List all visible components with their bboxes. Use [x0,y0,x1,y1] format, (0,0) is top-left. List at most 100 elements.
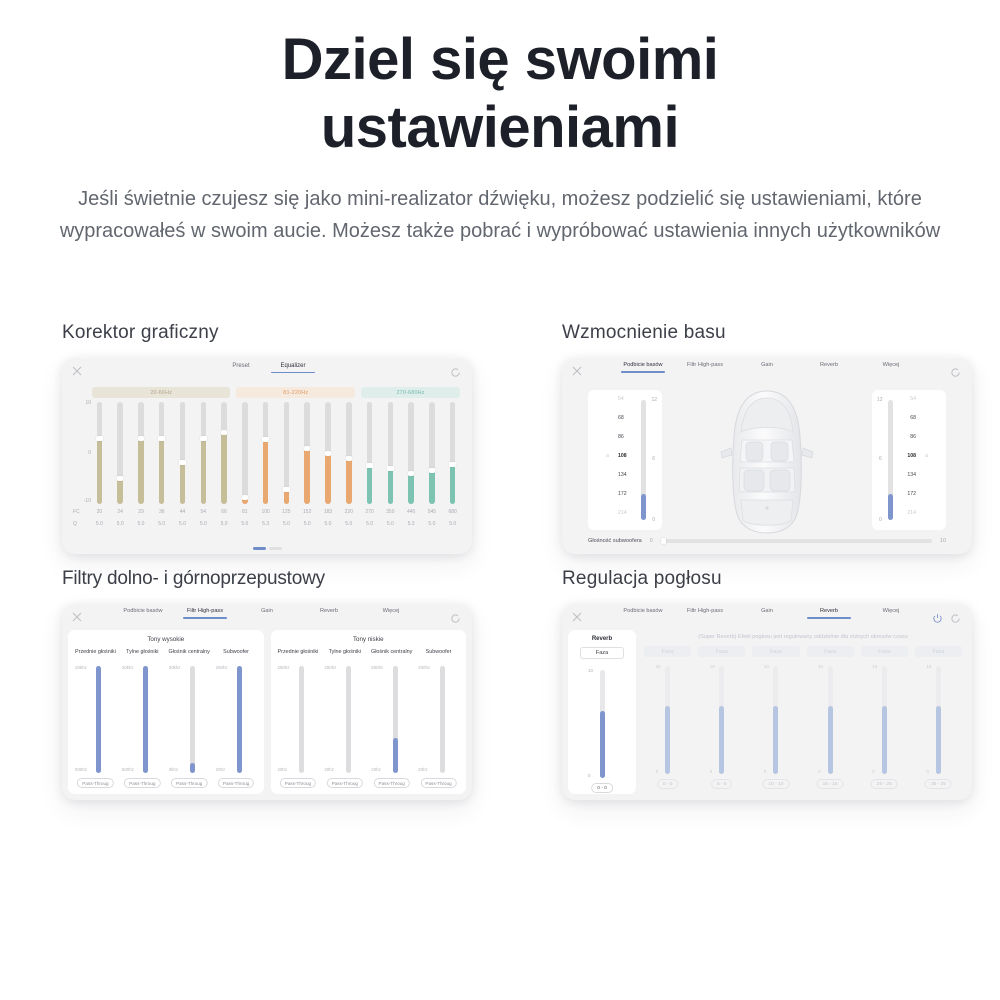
reverb-column-value[interactable]: 0 - 0 [656,779,679,789]
close-icon[interactable] [572,612,582,622]
reverb-column-value[interactable]: 10 - 10 [762,779,790,789]
equalizer-slider-knob[interactable] [262,437,269,443]
filter-channel-track[interactable] [190,666,196,773]
equalizer-slider[interactable] [134,402,149,504]
bass-frequency-option[interactable]: 214 [618,510,627,516]
equalizer-slider[interactable] [196,402,211,504]
equalizer-slider[interactable] [362,402,377,504]
filter-channel-mode[interactable]: Pass-Throug [217,778,255,788]
bass-frequency-option[interactable]: 134 [907,472,916,478]
bass-frequency-option[interactable]: 214 [907,510,916,516]
filter-channel-track[interactable] [298,666,304,773]
tab-reverb[interactable]: Reverb [819,362,839,368]
equalizer-slider[interactable] [321,402,336,504]
reverb-phase-chip[interactable]: Faza [860,646,908,657]
reverb-column-value[interactable]: 5 - 5 [710,779,733,789]
subwoofer-slider-knob[interactable] [660,538,666,544]
tab-more[interactable]: Więcej [382,608,400,614]
tab-high-pass[interactable]: Filtr High-pass [174,608,236,619]
bass-frequency-option[interactable]: 86 [910,434,916,440]
equalizer-slider-knob[interactable] [116,476,124,481]
refresh-icon[interactable] [950,611,961,623]
reverb-column-value[interactable]: 25 - 25 [870,779,898,789]
equalizer-slider[interactable] [217,402,232,504]
filter-channel-mode[interactable]: Pass-Throug [373,778,410,788]
tab-gain[interactable]: Gain [261,608,273,614]
reverb-master-track[interactable] [599,670,605,778]
tab-more[interactable]: Więcej [882,608,900,614]
equalizer-slider-knob[interactable] [407,470,415,476]
equalizer-slider[interactable] [383,402,398,504]
reverb-phase-chip[interactable]: Faza [698,646,746,657]
tab-equalizer[interactable]: Equalizer [267,362,319,373]
pagination-dot-2[interactable] [268,547,282,550]
equalizer-slider-knob[interactable] [303,446,311,452]
equalizer-slider[interactable] [258,402,273,504]
equalizer-slider-knob[interactable] [220,430,228,436]
reverb-master-value[interactable]: 0 - 0 [591,783,613,793]
bass-frequency-option[interactable]: 54 [618,396,624,402]
equalizer-slider-knob[interactable] [200,436,207,442]
equalizer-slider-knob[interactable] [345,455,353,461]
refresh-icon[interactable] [950,365,961,377]
bass-frequency-option[interactable]: 172 [907,491,916,497]
close-icon[interactable] [72,366,82,376]
tab-gain[interactable]: Gain [761,362,773,368]
equalizer-slider-knob[interactable] [158,436,165,442]
equalizer-slider[interactable] [154,402,169,504]
tab-more[interactable]: Więcej [882,362,900,368]
equalizer-slider[interactable] [92,402,107,504]
bass-frequency-option[interactable]: 86 [618,434,624,440]
reverb-phase-chip[interactable]: Faza [806,646,854,657]
equalizer-slider-knob[interactable] [428,467,436,473]
bass-frequency-option[interactable]: 54 [910,396,916,402]
bass-frequency-option[interactable]: 108 [907,453,916,459]
bass-frequency-right[interactable]: 54 68 86 108 a 134 172 214 12 6 0 [872,390,946,530]
tab-preset[interactable]: Preset [232,363,250,369]
tab-reverb[interactable]: Reverb [798,608,860,619]
reverb-phase-chip[interactable]: Faza [644,646,692,657]
filter-channel-track[interactable] [345,666,351,773]
filter-channel-mode[interactable]: Pass-Throug [420,778,457,788]
filter-channel-mode[interactable]: Pass-Throug [326,778,363,788]
equalizer-slider-knob[interactable] [366,462,373,468]
bass-frequency-option[interactable]: 134 [618,472,627,478]
reverb-phase-select[interactable]: Faza [580,647,624,659]
close-icon[interactable] [72,612,82,622]
equalizer-slider[interactable] [445,402,460,504]
equalizer-slider[interactable] [425,402,440,504]
equalizer-slider-knob[interactable] [241,495,249,501]
bass-frequency-option[interactable]: 172 [618,491,627,497]
tab-high-pass[interactable]: Filtr High-pass [686,608,724,614]
equalizer-slider[interactable] [341,402,356,504]
refresh-icon[interactable] [450,611,461,623]
filter-channel-mode[interactable]: Pass-Throug [171,778,208,788]
equalizer-slider-knob[interactable] [387,465,394,471]
reverb-phase-chip[interactable]: Faza [752,646,800,657]
equalizer-slider[interactable] [279,402,294,504]
equalizer-slider-knob[interactable] [179,459,186,465]
tab-bass-boost[interactable]: Podbicie basów [623,608,663,614]
equalizer-slider-knob[interactable] [324,450,332,456]
equalizer-slider[interactable] [237,402,252,504]
tab-gain[interactable]: Gain [761,608,773,614]
tab-high-pass[interactable]: Filtr High-pass [686,362,724,368]
bass-gain-track-right[interactable] [888,400,893,520]
equalizer-slider-knob[interactable] [449,461,456,467]
tab-bass-boost[interactable]: Podbicie basów [612,362,674,373]
bass-frequency-option[interactable]: 108 [618,453,627,459]
filter-channel-track[interactable] [392,666,398,773]
tab-reverb[interactable]: Reverb [319,608,339,614]
filter-channel-mode[interactable]: Pass-Throug [279,778,317,788]
equalizer-slider[interactable] [113,402,128,504]
filter-channel-track[interactable] [439,666,445,773]
tab-bass-boost[interactable]: Podbicie basów [123,608,163,614]
reverb-column-value[interactable]: 35 - 35 [924,779,952,789]
equalizer-slider-knob[interactable] [137,436,145,442]
refresh-icon[interactable] [450,365,461,377]
equalizer-slider[interactable] [175,402,190,504]
bass-frequency-option[interactable]: 68 [618,415,624,421]
filter-channel-mode[interactable]: Pass-Throug [124,778,161,788]
equalizer-slider-knob[interactable] [96,436,103,442]
bass-frequency-left[interactable]: 54 68 86 108 a 134 172 214 12 6 0 [588,390,662,530]
